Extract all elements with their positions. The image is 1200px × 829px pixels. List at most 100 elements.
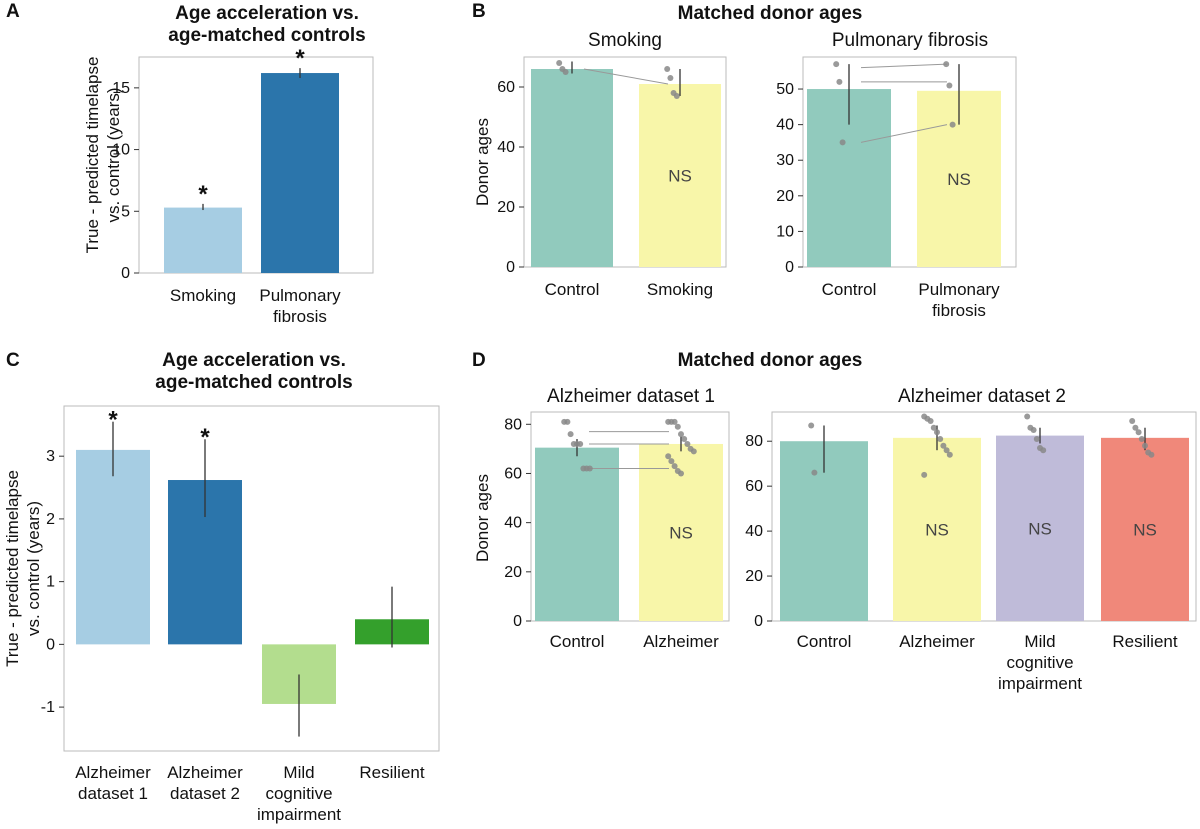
panel-b-smoking-point-1-0 [664, 66, 671, 72]
panel-c-ytick-label-0: -1 [41, 699, 55, 716]
panel-b-fibrosis-ytick-label-1: 10 [776, 223, 794, 240]
panel-b-fibrosis-point-0-2 [839, 139, 846, 146]
panel-d-alz1-ns-label-1: NS [669, 523, 693, 542]
panel-c-ytick-label-1: 0 [46, 636, 55, 653]
panel-c-ytick-label-4: 3 [46, 448, 55, 465]
panel-b-smoking-bar-1 [639, 84, 721, 267]
panel-d-alz1-ytick-label-2: 40 [504, 515, 522, 532]
panel-d-alz2-point-1-2 [927, 417, 934, 424]
panel-d-alz1-point-1-5 [681, 436, 688, 443]
panel-b-fibrosis-ns-label-1: NS [947, 170, 971, 189]
panel-d-title: Matched donor ages [678, 350, 863, 371]
panel-d-alz1-ytick-label-3: 60 [504, 465, 522, 482]
panel-a-ytick-label-0: 0 [121, 265, 130, 282]
panel-c-ylabel-line-1: vs. control (years) [24, 501, 43, 636]
panel-c-xtick-label-1-0: Alzheimer [167, 763, 243, 782]
panel-b-smoking-ns-label-1: NS [668, 167, 692, 186]
panel-b-fibrosis-ytick-label-3: 30 [776, 152, 794, 169]
panel-d-alz2-point-3-0 [1129, 417, 1136, 424]
panel-b-fibrosis-point-1-0 [943, 61, 950, 68]
panel-d-alz2-point-2-3 [1033, 435, 1040, 442]
panel-d-alz2-point-0-0 [808, 422, 815, 429]
panel-c-star-0: * [108, 407, 118, 434]
panel-b-fibrosis-ytick-label-4: 40 [776, 117, 794, 134]
panel-d-alz2-bar-2 [996, 435, 1084, 621]
panel-b-fibrosis-subtitle: Pulmonary fibrosis [832, 30, 988, 51]
panel-c-xtick-label-3-0: Resilient [359, 763, 424, 782]
panel-d-alz2-point-1-6 [940, 442, 947, 449]
panel-d-alz2-point-1-7 [943, 447, 950, 454]
panel-d-alz1-ytick-label-0: 0 [513, 613, 522, 630]
panel-d-alz2-subtitle: Alzheimer dataset 2 [898, 386, 1066, 407]
panel-b-smoking-ytick-label-0: 0 [506, 259, 515, 276]
panel-d-alz2-point-1-3 [930, 424, 937, 431]
panel-a-ytick-label-2: 10 [112, 142, 130, 159]
panel-d-ylabel: Donor ages [473, 474, 492, 562]
panel-c-xtick-label-0-0: Alzheimer [75, 763, 151, 782]
panel-b-fibrosis-pair-line-2 [860, 124, 948, 143]
panel-c-ytick-label-2: 1 [46, 574, 55, 591]
panel-a-ylabel-line-0: True - predicted timelapse [83, 57, 102, 254]
panel-b-fibrosis-point-0-0 [833, 61, 840, 68]
panel-d-alz1-subtitle: Alzheimer dataset 1 [547, 386, 715, 407]
panel-b-letter: B [472, 1, 486, 22]
panel-d-alz2-ns-label-3: NS [1133, 520, 1157, 539]
panel-a-bar-1 [261, 73, 339, 273]
panel-d-alz2-bar-1 [893, 437, 981, 621]
panel-d-alz2-point-3-1 [1132, 424, 1139, 431]
panel-c-xtick-label-2-2: impairment [257, 805, 341, 824]
panel-d-alz1-point-1-8 [690, 448, 697, 455]
panel-d-alz2-ytick-label-3: 60 [745, 478, 763, 495]
panel-d-alz2-point-1-9 [921, 471, 928, 478]
panel-a-ylabel-line-1: vs. control (years) [104, 87, 123, 222]
panel-d: D Matched donor ages Donor ages 0 20 40 60 80 Al… [472, 350, 1197, 693]
panel-d-alz2-point-1-8 [946, 451, 953, 458]
panel-b-ylabel: Donor ages [473, 118, 492, 206]
panel-b-smoking-point-1-1 [667, 75, 674, 81]
panel-c-letter: C [6, 350, 20, 371]
panel-c-frame [63, 405, 440, 752]
panel-c-xtick-label-2-0: Mild [283, 763, 314, 782]
panel-d-alz2-xtick-label-2-1: cognitive [1006, 653, 1073, 672]
panel-b-smoking-point-0-2 [562, 69, 569, 75]
panel-d-alz1-point-0-5 [577, 440, 584, 447]
panel-d-alz2-xtick-label-0-0: Control [797, 632, 852, 651]
panel-b-fibrosis-point-0-1 [836, 78, 843, 85]
panel-d-alz2-xtick-label-2-2: impairment [998, 674, 1082, 693]
panel-d-alz1-point-1-4 [678, 431, 684, 438]
panel-d-alz1-ytick-label-1: 20 [504, 564, 522, 581]
panel-b-smoking-ytick-label-2: 40 [497, 139, 515, 156]
panel-d-alz2-point-2-5 [1040, 447, 1047, 454]
panel-d-alz1-xtick-label-1-0: Alzheimer [643, 632, 719, 651]
panel-d-alz1-ytick-label-4: 80 [504, 416, 522, 433]
panel-b-smoking-point-0-0 [556, 60, 563, 66]
panel-d-alz2-point-2-0 [1024, 413, 1031, 420]
panel-d-alz1-point-1-9 [665, 453, 672, 460]
panel-a-xtick-label-1-0: Pulmonary [259, 286, 341, 305]
panel-d-alz1-point-1-2 [671, 418, 678, 425]
panel-d-alz2-point-3-6 [1148, 451, 1155, 458]
panel-d-alz2-xtick-label-3-0: Resilient [1112, 632, 1177, 651]
panel-d-alz1-point-1-11 [671, 463, 678, 470]
panel-a-letter: A [6, 1, 20, 22]
panel-c-bar-0 [76, 449, 150, 645]
panel-c-title-line-0: Age acceleration vs. [162, 350, 346, 371]
panel-a-xtick-label-1-1: fibrosis [273, 307, 327, 326]
panel-d-alz1-point-0-1 [564, 418, 571, 425]
panel-b: B Matched donor ages Donor ages 0 20 40 60 Smok… [472, 1, 1017, 320]
panel-d-alz2-point-3-3 [1138, 435, 1145, 442]
panel-d-alz2-ytick-label-0: 0 [754, 613, 763, 630]
panel-a-ylabel: True - predicted timelapse vs. control (y… [83, 57, 123, 254]
panel-d-alz1-xtick-label-0-0: Control [550, 632, 605, 651]
panel-a-title-line-0: Age acceleration vs. [175, 3, 359, 24]
panel-b-fibrosis-xtick-label-0-0: Control [822, 280, 877, 299]
panel-c-xtick-label-1-1: dataset 2 [170, 784, 240, 803]
panel-b-smoking-xtick-label-0-0: Control [545, 280, 600, 299]
panel-d-alz2-point-1-4 [934, 429, 940, 436]
panel-b-smoking-point-1-3 [673, 93, 680, 99]
panel-b-fibrosis-xtick-label-1-1: fibrosis [932, 301, 986, 320]
panel-d-alz1-point-1-13 [678, 470, 684, 477]
panel-a-frame [138, 56, 374, 274]
panel-a-title-line-1: age-matched controls [168, 25, 365, 46]
